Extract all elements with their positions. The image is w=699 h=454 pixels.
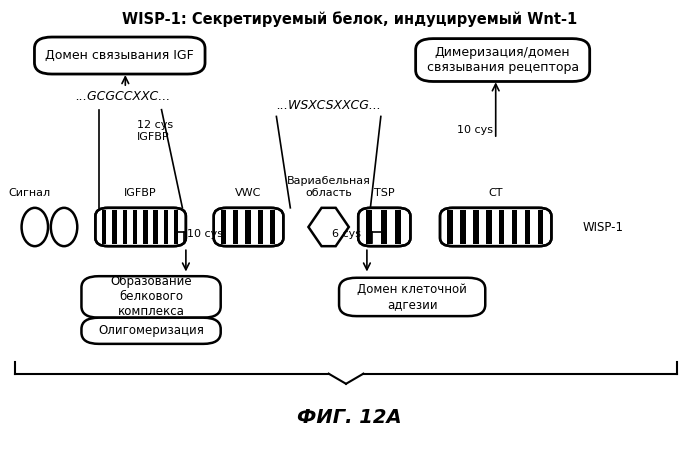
Bar xyxy=(164,210,168,244)
Text: Домен клеточной
адгезии: Домен клеточной адгезии xyxy=(357,283,467,311)
FancyBboxPatch shape xyxy=(214,208,283,246)
Bar xyxy=(245,210,251,244)
Text: Домен связывания IGF: Домен связывания IGF xyxy=(45,49,194,62)
Text: VWC: VWC xyxy=(236,188,261,198)
Ellipse shape xyxy=(51,208,78,246)
Text: Димеризация/домен
связывания рецептора: Димеризация/домен связывания рецептора xyxy=(426,46,579,74)
Text: 12 cys: 12 cys xyxy=(137,120,173,130)
Bar xyxy=(270,210,275,244)
FancyBboxPatch shape xyxy=(82,276,221,318)
Text: 10 cys: 10 cys xyxy=(187,229,222,239)
FancyBboxPatch shape xyxy=(34,37,205,74)
Bar xyxy=(512,210,517,244)
Text: CT: CT xyxy=(489,188,503,198)
FancyBboxPatch shape xyxy=(440,208,552,246)
Ellipse shape xyxy=(22,208,48,246)
Bar xyxy=(154,210,158,244)
Text: Сигнал: Сигнал xyxy=(8,188,50,198)
Text: ...GCGCCXXC...: ...GCGCCXXC... xyxy=(75,89,171,103)
Bar xyxy=(174,210,178,244)
Text: 10 cys: 10 cys xyxy=(457,125,493,135)
Bar xyxy=(525,210,530,244)
FancyBboxPatch shape xyxy=(82,318,221,344)
Text: Вариабельная
область: Вариабельная область xyxy=(287,176,370,198)
FancyBboxPatch shape xyxy=(416,39,590,81)
Polygon shape xyxy=(308,208,349,246)
Bar xyxy=(221,210,226,244)
Bar xyxy=(395,210,401,244)
Bar xyxy=(460,210,466,244)
Bar xyxy=(122,210,127,244)
FancyBboxPatch shape xyxy=(358,208,410,246)
Text: ...WSXCSXXCG...: ...WSXCSXXCG... xyxy=(276,99,381,112)
Bar xyxy=(258,210,263,244)
Text: Образование
белкового
комплекса: Образование белкового комплекса xyxy=(110,276,192,319)
Text: WISP-1: WISP-1 xyxy=(583,221,624,233)
Bar xyxy=(113,210,117,244)
Text: WISP-1: Секретируемый белок, индуцируемый Wnt-1: WISP-1: Секретируемый белок, индуцируемы… xyxy=(122,11,577,27)
Bar xyxy=(133,210,137,244)
Text: TSP: TSP xyxy=(374,188,395,198)
Text: 6 cys: 6 cys xyxy=(332,229,361,239)
Bar xyxy=(102,210,106,244)
Text: IGFBP: IGFBP xyxy=(124,188,157,198)
Text: IGFBP: IGFBP xyxy=(137,132,170,142)
Bar xyxy=(486,210,491,244)
FancyBboxPatch shape xyxy=(339,278,485,316)
Bar xyxy=(233,210,238,244)
Bar xyxy=(499,210,505,244)
Text: ФИГ. 12А: ФИГ. 12А xyxy=(297,408,402,427)
Text: Олигомеризация: Олигомеризация xyxy=(98,324,204,337)
Bar xyxy=(447,210,453,244)
Bar xyxy=(366,210,373,244)
Bar xyxy=(143,210,147,244)
FancyBboxPatch shape xyxy=(95,208,186,246)
Bar xyxy=(381,210,387,244)
Bar xyxy=(473,210,479,244)
Bar xyxy=(538,210,543,244)
